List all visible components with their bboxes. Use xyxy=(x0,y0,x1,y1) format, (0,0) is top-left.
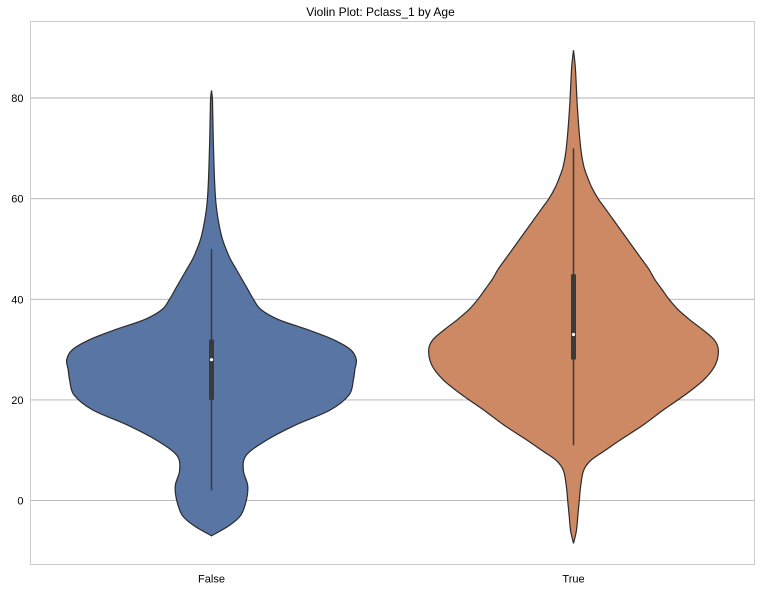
plot-frame xyxy=(30,21,755,565)
chart-title: Violin Plot: Pclass_1 by Age xyxy=(306,5,455,19)
iqr-box-true xyxy=(571,274,576,360)
y-tick-label: 40 xyxy=(11,294,23,306)
y-tick-label: 60 xyxy=(11,194,23,206)
median-dot-false xyxy=(209,358,214,362)
iqr-box-false xyxy=(209,339,214,400)
y-tick-labels: 0 20 40 60 80 xyxy=(11,93,23,508)
violins xyxy=(65,50,719,544)
x-tick-labels: False True xyxy=(198,574,585,586)
x-tick-label: False xyxy=(198,574,225,586)
median-dot-true xyxy=(571,332,576,337)
x-tick-label: True xyxy=(562,574,584,586)
y-tick-label: 80 xyxy=(11,93,23,105)
y-tick-label: 20 xyxy=(11,395,23,407)
y-tick-label: 0 xyxy=(17,496,23,508)
